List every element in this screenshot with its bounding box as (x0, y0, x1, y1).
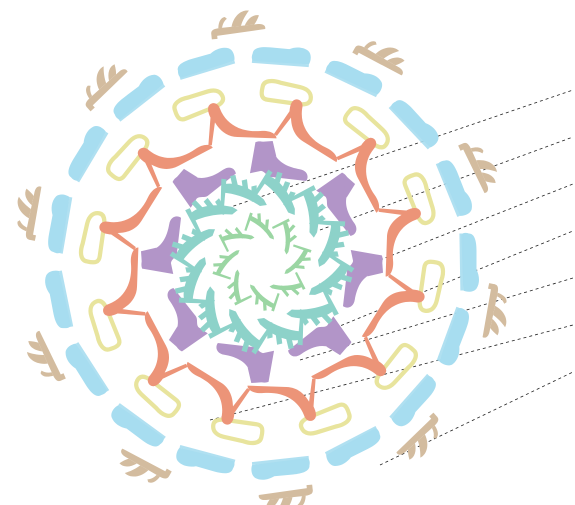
stiletto-pump-icon (206, 102, 278, 148)
loafer-icon (459, 232, 480, 292)
flat-sandal-icon (10, 182, 47, 241)
loafer-icon (388, 94, 443, 151)
ring-wedges (138, 138, 386, 386)
flat-sandal-icon (258, 484, 315, 505)
ring-strappy-heels (209, 209, 315, 315)
ballet-flat-outline-icon (212, 418, 264, 444)
mandala-group (10, 8, 514, 505)
stiletto-pump-icon (272, 97, 354, 170)
loafer-icon (435, 306, 475, 369)
dashed-guide-line (209, 324, 574, 421)
wedge-heel-icon (170, 145, 238, 208)
ballet-flat-outline-icon (261, 80, 313, 106)
wedge-heel-icon (145, 286, 208, 354)
loafer-icon (250, 455, 311, 481)
ballet-flat-outline-icon (80, 212, 106, 264)
strappy-heel-icon (268, 271, 307, 305)
stiletto-pump-icon (102, 246, 148, 318)
loafer-icon (323, 425, 385, 470)
ring-loafers (43, 43, 480, 481)
stiletto-pump-icon (246, 376, 318, 422)
ballet-flat-outline-icon (418, 261, 444, 313)
loafer-icon (43, 269, 74, 331)
dashed-guide-line (379, 183, 574, 261)
stiletto-pump-icon (97, 170, 170, 252)
wedge-heel-icon (286, 316, 354, 379)
loafer-icon (174, 443, 236, 479)
stiletto-pump-icon (354, 272, 427, 354)
flat-sandal-icon (209, 8, 266, 40)
loafer-icon (435, 156, 476, 219)
strappy-heel-icon (217, 219, 256, 253)
stiletto-pump-icon (170, 354, 252, 427)
flat-sandal-icon (477, 283, 514, 342)
flat-sandal-icon (112, 444, 172, 494)
loafer-icon (62, 122, 110, 183)
loafer-icon (251, 43, 312, 69)
strappy-heel-icon (219, 268, 253, 307)
loafer-icon (43, 192, 74, 255)
loafer-icon (174, 45, 237, 81)
stiletto-pump-icon (376, 206, 422, 278)
dashed-guide-line (329, 230, 574, 331)
strappy-heel-icon (271, 217, 305, 256)
flat-sandal-icon (20, 328, 66, 389)
